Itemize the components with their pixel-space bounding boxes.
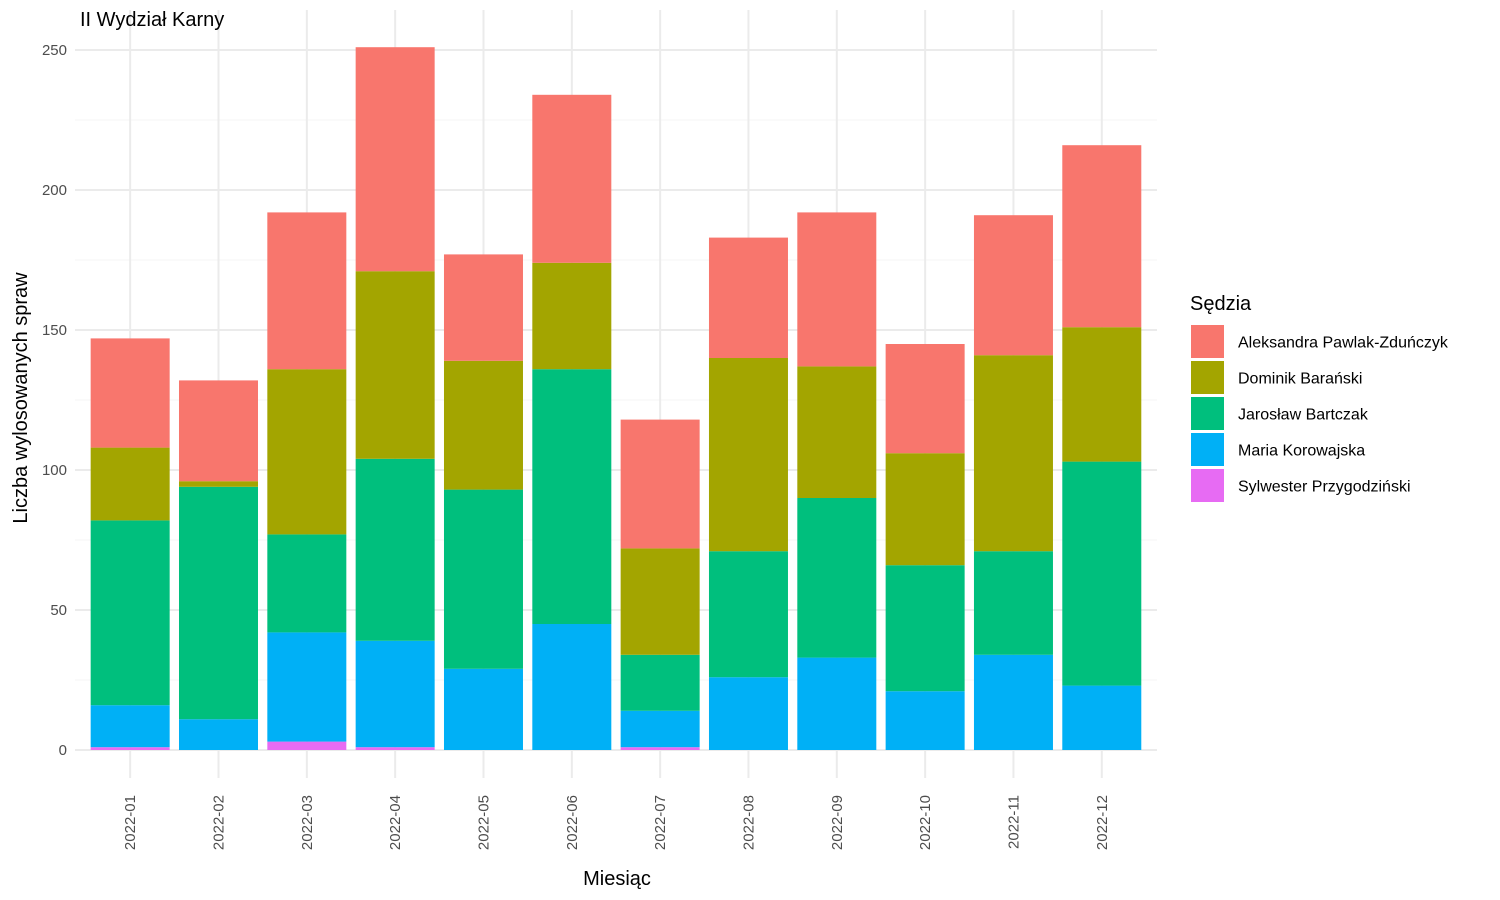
y-axis-title: Liczba wylosowanych spraw <box>10 272 32 524</box>
bar-segment <box>90 338 170 448</box>
x-tick-label: 2022-09 <box>829 795 846 850</box>
legend-swatch <box>1191 433 1224 466</box>
bar-segment <box>708 358 788 552</box>
y-tick-label: 100 <box>42 462 67 479</box>
x-tick-label: 2022-08 <box>740 795 757 850</box>
y-tick-label: 200 <box>42 182 67 199</box>
chart-title: II Wydział Karny <box>80 9 224 31</box>
y-tick-label: 0 <box>59 742 67 759</box>
bar-segment <box>355 640 435 748</box>
bar-segment <box>708 237 788 358</box>
bar-segment <box>620 710 700 748</box>
bar-segment <box>1062 145 1142 328</box>
bar-segment <box>90 520 170 706</box>
bar-segment <box>355 271 435 459</box>
bar-segment <box>532 94 612 263</box>
legend-title: Sędzia <box>1190 293 1252 315</box>
x-tick-label: 2022-04 <box>387 795 404 850</box>
x-tick-label: 2022-10 <box>917 795 934 850</box>
bar-segment <box>178 380 258 482</box>
x-tick-label: 2022-05 <box>475 795 492 850</box>
bar-segment <box>885 565 965 692</box>
legend-swatch <box>1191 397 1224 430</box>
x-tick-label: 2022-03 <box>299 795 316 850</box>
bar-segment <box>90 747 170 750</box>
legend-label: Sylwester Przygodziński <box>1238 479 1411 496</box>
bar-segment <box>708 551 788 678</box>
bar-segment <box>797 657 877 750</box>
bar-segment <box>708 677 788 750</box>
bar-segment <box>90 705 170 748</box>
legend-label: Maria Korowajska <box>1238 443 1365 460</box>
x-axis-tick-labels: 2022-01 2022-02 2022-03 2022-04 2022-05 2022-… <box>122 795 1111 850</box>
legend-label: Aleksandra Pawlak-Zduńczyk <box>1238 335 1449 352</box>
bar-segment <box>267 632 347 742</box>
bar-segment <box>178 719 258 750</box>
bar-segment <box>355 747 435 750</box>
x-tick-label: 2022-06 <box>564 795 581 850</box>
bar-segment <box>1062 685 1142 750</box>
bar-segment <box>178 486 258 720</box>
bar-segment <box>797 212 877 367</box>
bar-segment <box>885 691 965 750</box>
bar-segment <box>355 47 435 272</box>
bar-segment <box>885 453 965 566</box>
bar-segment <box>620 419 700 549</box>
bar-segment <box>532 262 612 370</box>
bar-segment <box>267 369 347 535</box>
bar-segment <box>532 624 612 750</box>
bar-segment <box>973 355 1053 552</box>
bar-segment <box>885 344 965 454</box>
x-axis-title: Miesiąc <box>583 868 651 890</box>
y-tick-label: 250 <box>42 42 67 59</box>
x-tick-label: 2022-07 <box>652 795 669 850</box>
legend-swatch <box>1191 469 1224 502</box>
y-tick-label: 150 <box>42 322 67 339</box>
x-tick-label: 2022-12 <box>1094 795 1111 850</box>
x-tick-label: 2022-02 <box>210 795 227 850</box>
legend-label: Jarosław Bartczak <box>1238 407 1369 424</box>
legend-swatch <box>1191 325 1224 358</box>
bars-layer <box>90 47 1142 750</box>
bar-segment <box>267 741 347 750</box>
bar-segment <box>443 360 523 490</box>
bar-segment <box>1062 461 1142 686</box>
bar-segment <box>973 654 1053 750</box>
bar-segment <box>620 654 700 711</box>
bar-segment <box>1062 327 1142 462</box>
legend-label: Dominik Barański <box>1238 371 1362 388</box>
bar-segment <box>443 489 523 669</box>
y-axis-tick-labels: 0 50 100 150 200 250 <box>42 42 67 759</box>
bar-segment <box>443 254 523 361</box>
y-tick-label: 50 <box>50 602 67 619</box>
bar-segment <box>267 212 347 370</box>
legend: Sędzia Aleksandra Pawlak-Zduńczyk Dominik… <box>1190 293 1449 502</box>
x-tick-label: 2022-01 <box>122 795 139 850</box>
bar-segment <box>973 215 1053 356</box>
bar-segment <box>443 668 523 750</box>
bar-segment <box>532 369 612 624</box>
bar-segment <box>620 548 700 655</box>
x-tick-label: 2022-11 <box>1005 795 1022 849</box>
bar-segment <box>90 447 170 521</box>
legend-swatch <box>1191 361 1224 394</box>
bar-segment <box>178 481 258 487</box>
bar-segment <box>797 498 877 658</box>
bar-segment <box>620 747 700 750</box>
bar-segment <box>973 551 1053 655</box>
bar-segment <box>267 534 347 633</box>
bar-segment <box>355 458 435 641</box>
bar-segment <box>797 366 877 498</box>
legend-items: Aleksandra Pawlak-Zduńczyk Dominik Barańs… <box>1191 325 1449 502</box>
